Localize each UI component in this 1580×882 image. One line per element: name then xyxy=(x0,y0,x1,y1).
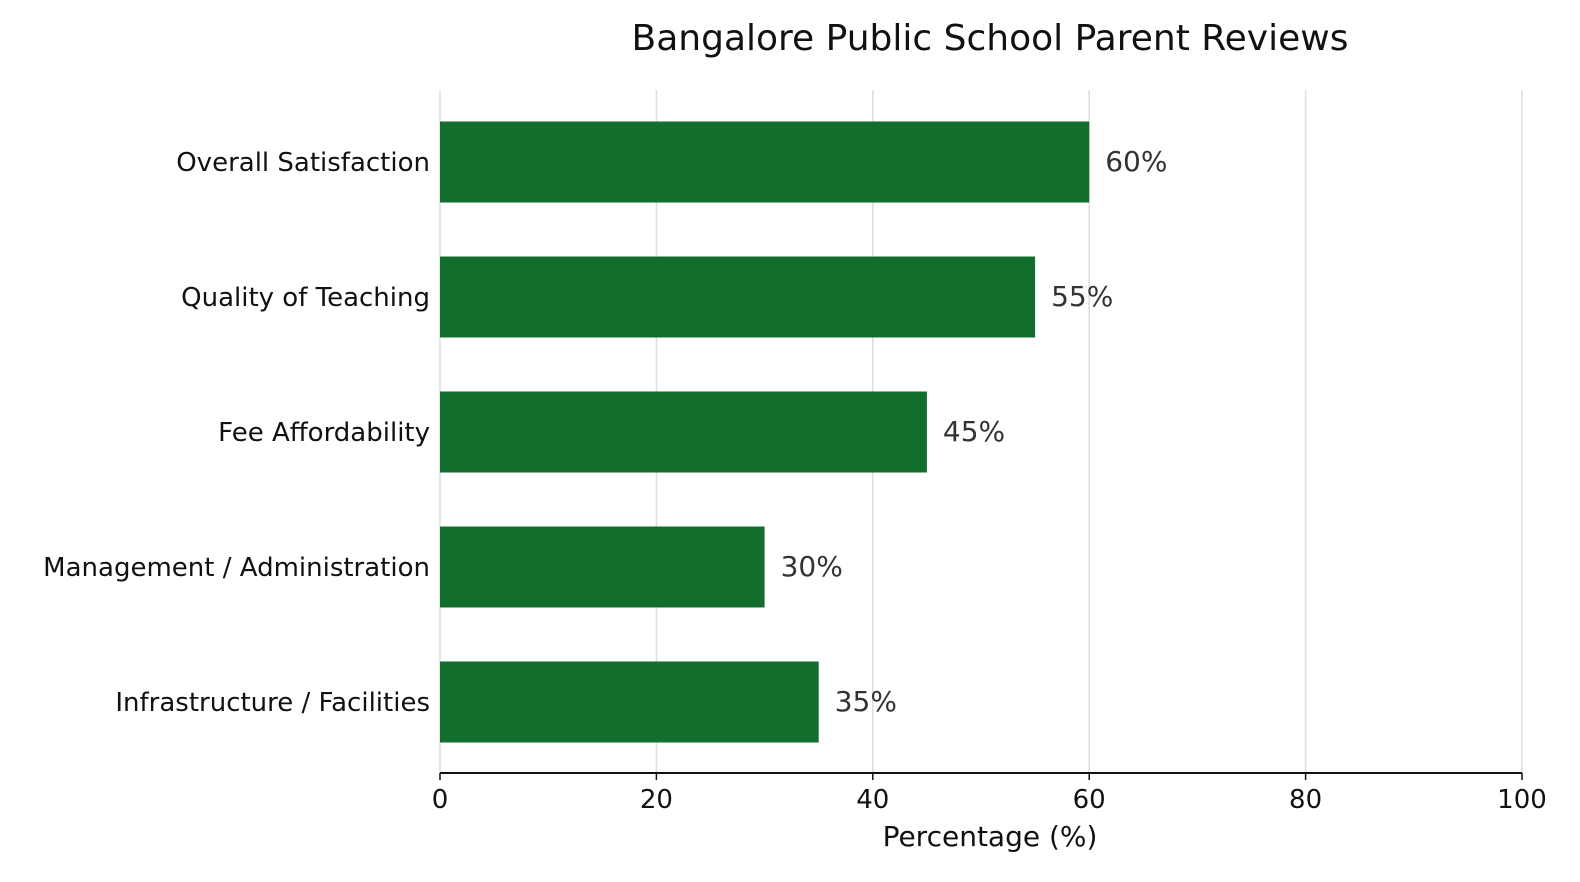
bar-management-administration xyxy=(440,526,765,608)
value-label-fee-affordability: 45% xyxy=(943,415,1005,448)
x-axis-label: Percentage (%) xyxy=(883,820,1098,853)
category-label-infrastructure-facilities: Infrastructure / Facilities xyxy=(115,688,430,718)
category-label-overall-satisfaction: Overall Satisfaction xyxy=(176,148,430,178)
x-tick-label-0: 0 xyxy=(432,785,449,815)
category-label-quality-of-teaching: Quality of Teaching xyxy=(181,283,430,313)
category-label-management-administration: Management / Administration xyxy=(43,553,430,583)
bar-infrastructure-facilities xyxy=(440,661,819,743)
x-tick-label-20: 20 xyxy=(640,785,673,815)
chart-title: Bangalore Public School Parent Reviews xyxy=(632,18,1349,59)
bar-overall-satisfaction xyxy=(440,121,1090,203)
bars: Overall Satisfaction 60% Quality of Teachi… xyxy=(43,121,1167,743)
x-tick-label-100: 100 xyxy=(1497,785,1547,815)
x-axis: 0 20 40 60 80 100 xyxy=(432,772,1547,815)
x-tick-label-40: 40 xyxy=(856,785,889,815)
bar-quality-of-teaching xyxy=(440,256,1036,338)
x-tick-label-60: 60 xyxy=(1073,785,1106,815)
x-tick-label-80: 80 xyxy=(1289,785,1322,815)
bar-fee-affordability xyxy=(440,391,927,473)
value-label-quality-of-teaching: 55% xyxy=(1051,280,1113,313)
value-label-management-administration: 30% xyxy=(781,550,843,583)
category-label-fee-affordability: Fee Affordability xyxy=(218,418,430,448)
value-label-overall-satisfaction: 60% xyxy=(1105,145,1167,178)
value-label-infrastructure-facilities: 35% xyxy=(835,685,897,718)
